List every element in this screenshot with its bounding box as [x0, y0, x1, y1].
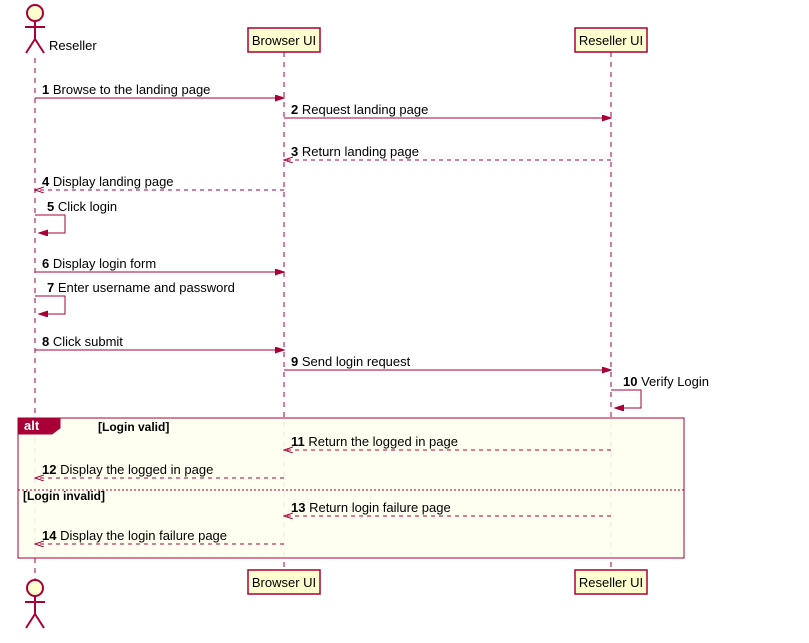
participant-reseller-top-label: Reseller UI [579, 33, 643, 48]
svg-text:1 Browse to the landing page: 1 Browse to the landing page [42, 82, 210, 97]
message-7: 7 Enter username and password [35, 280, 235, 314]
svg-text:8 Click submit: 8 Click submit [42, 334, 123, 349]
messages: 1 Browse to the landing page 2 Request la… [35, 82, 709, 408]
svg-text:4 Display landing page: 4 Display landing page [42, 174, 174, 189]
message-8: 8 Click submit [35, 334, 284, 350]
alt-guard-1: [Login invalid] [23, 489, 105, 503]
actor-reseller-bottom [25, 580, 45, 628]
sequence-diagram: Reseller Browser UI Browser UI Reseller UI… [0, 0, 809, 643]
participant-browser-bottom-label: Browser UI [252, 575, 316, 590]
actor-label: Reseller [49, 38, 97, 53]
participant-browser-top-label: Browser UI [252, 33, 316, 48]
svg-text:14 Display the login failure p: 14 Display the login failure page [42, 528, 227, 543]
svg-text:13 Return login failure page: 13 Return login failure page [291, 500, 451, 515]
alt-header-label: alt [24, 418, 40, 433]
svg-text:9 Send login request: 9 Send login request [291, 354, 411, 369]
message-10: 10 Verify Login [611, 374, 709, 408]
participant-reseller-bottom-label: Reseller UI [579, 575, 643, 590]
svg-text:7 Enter username and password: 7 Enter username and password [47, 280, 235, 295]
svg-text:10 Verify Login: 10 Verify Login [623, 374, 709, 389]
message-9: 9 Send login request [284, 354, 611, 370]
message-3: 3 Return landing page [284, 144, 611, 160]
svg-text:5 Click login: 5 Click login [47, 199, 117, 214]
message-4: 4 Display landing page [35, 174, 284, 190]
svg-text:12 Display the logged in page: 12 Display the logged in page [42, 462, 213, 477]
message-5: 5 Click login [35, 199, 117, 233]
actor-reseller-top: Reseller [25, 5, 97, 53]
svg-text:6 Display login form: 6 Display login form [42, 256, 156, 271]
svg-text:11 Return the logged in page: 11 Return the logged in page [291, 434, 458, 449]
svg-text:3 Return landing page: 3 Return landing page [291, 144, 419, 159]
alt-guard-0: [Login valid] [98, 420, 169, 434]
message-1: 1 Browse to the landing page [35, 82, 284, 98]
svg-text:2 Request landing page: 2 Request landing page [291, 102, 428, 117]
message-6: 6 Display login form [35, 256, 284, 272]
message-2: 2 Request landing page [284, 102, 611, 118]
